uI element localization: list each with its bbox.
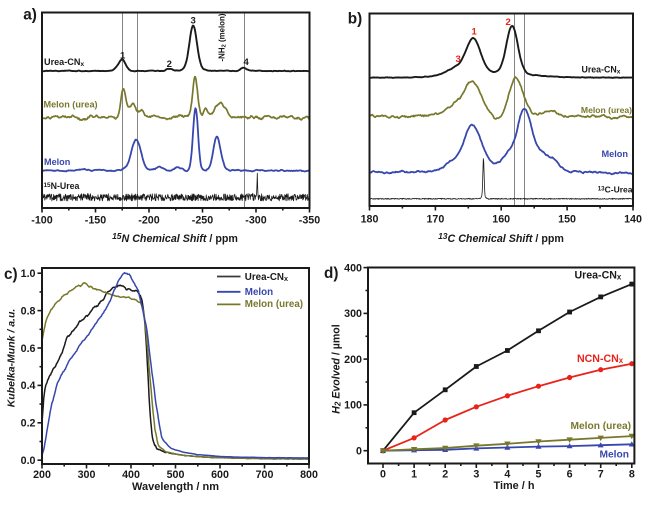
svg-text:2: 2 [167, 59, 172, 70]
svg-text:Melon: Melon [600, 449, 629, 460]
svg-text:Urea-CNx: Urea-CNx [575, 270, 622, 282]
svg-text:13C-Urea: 13C-Urea [598, 185, 633, 195]
svg-text:200: 200 [33, 469, 51, 481]
svg-text:1: 1 [120, 51, 126, 62]
svg-text:0.2: 0.2 [21, 418, 36, 430]
svg-text:Time / h: Time / h [494, 480, 535, 492]
svg-text:b): b) [348, 10, 362, 27]
svg-text:800: 800 [300, 469, 318, 481]
svg-text:-100: -100 [31, 215, 52, 227]
svg-text:0: 0 [380, 469, 386, 481]
svg-text:170: 170 [426, 213, 444, 225]
svg-text:Urea-CNx: Urea-CNx [44, 57, 84, 68]
svg-text:3: 3 [473, 469, 479, 481]
svg-text:2: 2 [506, 17, 511, 28]
svg-text:5: 5 [536, 469, 542, 481]
svg-text:180: 180 [361, 213, 379, 225]
svg-text:15N Chemical Shift / ppm: 15N Chemical Shift / ppm [112, 231, 238, 245]
svg-text:-250: -250 [192, 215, 213, 227]
svg-text:3: 3 [191, 16, 196, 27]
svg-text:100: 100 [344, 400, 362, 412]
svg-text:160: 160 [492, 213, 510, 225]
svg-text:Melon (urea): Melon (urea) [44, 100, 98, 110]
svg-text:-NH2 (melon): -NH2 (melon) [218, 13, 228, 61]
svg-text:Melon (urea): Melon (urea) [581, 105, 632, 115]
svg-text:6: 6 [567, 469, 573, 481]
svg-text:2: 2 [442, 469, 448, 481]
svg-text:1: 1 [411, 469, 417, 481]
svg-text:Wavelength / nm: Wavelength / nm [132, 481, 219, 493]
svg-text:a): a) [23, 7, 37, 24]
svg-text:0: 0 [356, 446, 362, 458]
svg-text:13C Chemical Shift / ppm: 13C Chemical Shift / ppm [438, 231, 564, 245]
svg-text:300: 300 [78, 469, 96, 481]
svg-text:-350: -350 [299, 215, 320, 227]
svg-text:Melon: Melon [245, 287, 273, 298]
svg-text:150: 150 [558, 213, 576, 225]
svg-text:4: 4 [244, 57, 250, 68]
svg-text:0.4: 0.4 [21, 380, 36, 392]
svg-text:-150: -150 [85, 215, 106, 227]
svg-text:15N-Urea: 15N-Urea [44, 181, 80, 191]
svg-text:1: 1 [472, 27, 478, 38]
svg-text:400: 400 [344, 262, 362, 274]
svg-text:d): d) [324, 265, 338, 282]
svg-text:Kubelka-Munk / a.u.: Kubelka-Munk / a.u. [6, 309, 18, 408]
svg-text:Melon (urea): Melon (urea) [571, 421, 632, 432]
svg-text:Melon (urea): Melon (urea) [245, 299, 303, 310]
svg-text:300: 300 [344, 308, 362, 320]
svg-text:3: 3 [455, 54, 460, 65]
svg-text:500: 500 [167, 469, 185, 481]
svg-text:140: 140 [624, 213, 642, 225]
svg-text:4: 4 [504, 469, 510, 481]
svg-text:0.0: 0.0 [21, 455, 36, 467]
svg-text:1.0: 1.0 [21, 268, 36, 280]
svg-text:0.8: 0.8 [21, 305, 36, 317]
svg-text:H2 Evolved / µmol: H2 Evolved / µmol [331, 324, 343, 414]
svg-text:Urea-CNx: Urea-CNx [245, 272, 288, 283]
svg-text:Melon: Melon [44, 157, 70, 167]
svg-text:600: 600 [211, 469, 229, 481]
svg-text:Urea-CNx: Urea-CNx [582, 64, 621, 75]
svg-text:c): c) [4, 266, 18, 283]
svg-text:-200: -200 [138, 215, 159, 227]
svg-text:400: 400 [122, 469, 140, 481]
svg-text:7: 7 [598, 469, 604, 481]
svg-text:700: 700 [256, 469, 274, 481]
svg-text:-300: -300 [245, 215, 266, 227]
svg-text:8: 8 [629, 469, 635, 481]
svg-text:0.6: 0.6 [21, 343, 36, 355]
svg-text:Melon: Melon [601, 149, 628, 159]
svg-text:NCN-CNx: NCN-CNx [577, 353, 624, 365]
svg-text:200: 200 [344, 354, 362, 366]
